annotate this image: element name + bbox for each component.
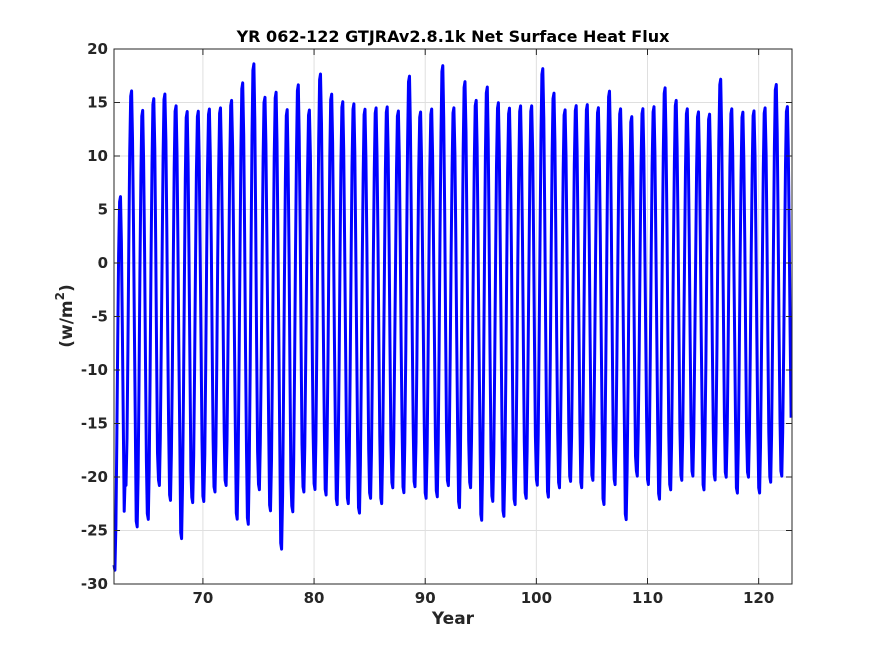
y-axis-label-close: ) xyxy=(57,284,77,292)
x-tick-label: 120 xyxy=(743,589,774,607)
y-axis-label-main: (w/m xyxy=(57,300,77,347)
y-tick-label: -15 xyxy=(81,415,108,433)
y-tick-label: -10 xyxy=(81,361,108,379)
chart-title: YR 062-122 GTJRAv2.8.1k Net Surface Heat… xyxy=(236,27,671,46)
x-tick-label: 90 xyxy=(415,589,436,607)
x-tick-label: 80 xyxy=(304,589,325,607)
y-tick-label: 15 xyxy=(87,94,108,112)
y-axis-label: (w/m2) xyxy=(53,284,77,348)
y-tick-label: -20 xyxy=(81,468,108,486)
svg-text:(w/m2): (w/m2) xyxy=(53,284,77,348)
series-line xyxy=(112,62,793,572)
y-tick-label: 0 xyxy=(98,254,108,272)
y-axis-label-sup: 2 xyxy=(53,292,67,300)
y-tick-label: -5 xyxy=(91,308,108,326)
tick-marks xyxy=(114,48,792,585)
y-tick-labels: -30 -25 -20 -15 -10 -5 0 5 10 15 20 xyxy=(81,40,108,593)
x-tick-label: 100 xyxy=(521,589,552,607)
x-tick-label: 110 xyxy=(632,589,663,607)
y-tick-label: -30 xyxy=(81,575,108,593)
y-tick-label: 10 xyxy=(87,147,108,165)
x-axis-label: Year xyxy=(431,609,475,629)
y-tick-label: 20 xyxy=(87,40,108,58)
y-tick-label: -25 xyxy=(81,522,108,540)
y-tick-label: 5 xyxy=(98,201,108,219)
series-group xyxy=(112,62,793,572)
x-tick-labels: 70 80 90 100 110 120 xyxy=(192,589,774,607)
x-tick-label: 70 xyxy=(192,589,213,607)
